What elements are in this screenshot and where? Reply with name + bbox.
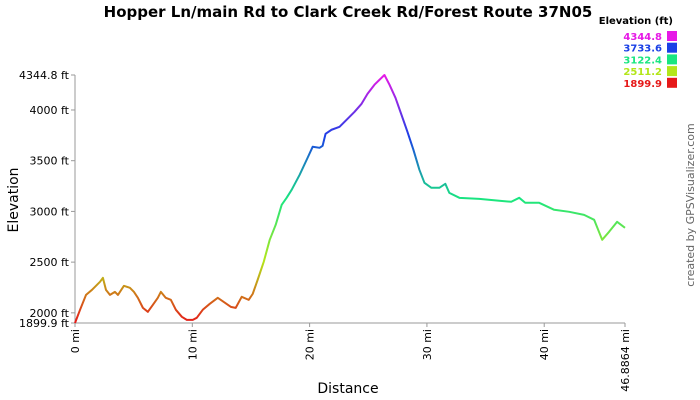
legend-label: 3733.6 xyxy=(623,44,662,55)
legend-swatch xyxy=(667,77,677,88)
x-tick-label: 20 mi xyxy=(304,329,317,360)
legend-swatch xyxy=(667,31,677,41)
credit: created by GPSVisualizer.com xyxy=(684,123,697,286)
x-tick-label: 30 mi xyxy=(421,329,434,360)
legend-swatch xyxy=(667,66,677,77)
x-tick-label: 46.8864 mi xyxy=(619,329,632,392)
x-axis-title: Distance xyxy=(317,381,378,397)
legend-label: 3122.4 xyxy=(623,55,662,66)
y-tick-label: 2500 ft xyxy=(30,256,70,269)
legend-swatch xyxy=(667,54,677,65)
x-tick-label: 0 mi xyxy=(69,329,82,353)
legend-swatch xyxy=(667,42,677,53)
legend-label: 2511.2 xyxy=(623,67,662,78)
y-tick-label: 2000 ft xyxy=(30,307,70,320)
y-tick-label: 3000 ft xyxy=(30,205,70,218)
chart-title: Hopper Ln/main Rd to Clark Creek Rd/Fore… xyxy=(104,3,593,21)
x-tick-label: 10 mi xyxy=(186,329,199,360)
y-tick-label: 3500 ft xyxy=(30,155,70,168)
y-axis-title: Elevation xyxy=(6,167,22,232)
y-tick-label: 4344.8 ft xyxy=(19,69,70,82)
legend-title: Elevation (ft) xyxy=(599,16,673,27)
legend-label: 1899.9 xyxy=(623,79,662,90)
legend-label: 4344.8 xyxy=(623,32,662,43)
y-tick-label: 4000 ft xyxy=(30,104,70,117)
elevation-line xyxy=(74,74,626,324)
y-tick-label: 1899.9 ft xyxy=(19,317,70,330)
x-tick-label: 40 mi xyxy=(538,329,551,360)
